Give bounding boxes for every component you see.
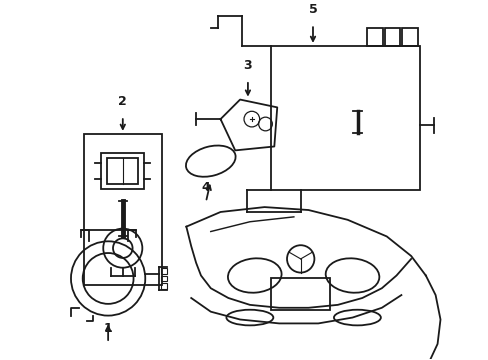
Bar (101, 153, 144, 189)
Bar (83, 134, 162, 285)
Text: 5: 5 (308, 4, 317, 17)
Bar (271, 278, 329, 310)
Text: 3: 3 (243, 59, 252, 72)
Bar (366, 28, 382, 46)
Bar (161, 283, 166, 289)
Bar (161, 268, 166, 274)
Bar (384, 28, 400, 46)
Bar (402, 28, 417, 46)
Bar (271, 46, 419, 190)
Bar (107, 158, 138, 184)
Text: 2: 2 (118, 95, 127, 108)
Bar (161, 275, 166, 282)
Text: 1: 1 (103, 322, 112, 335)
Text: 4: 4 (201, 181, 210, 194)
